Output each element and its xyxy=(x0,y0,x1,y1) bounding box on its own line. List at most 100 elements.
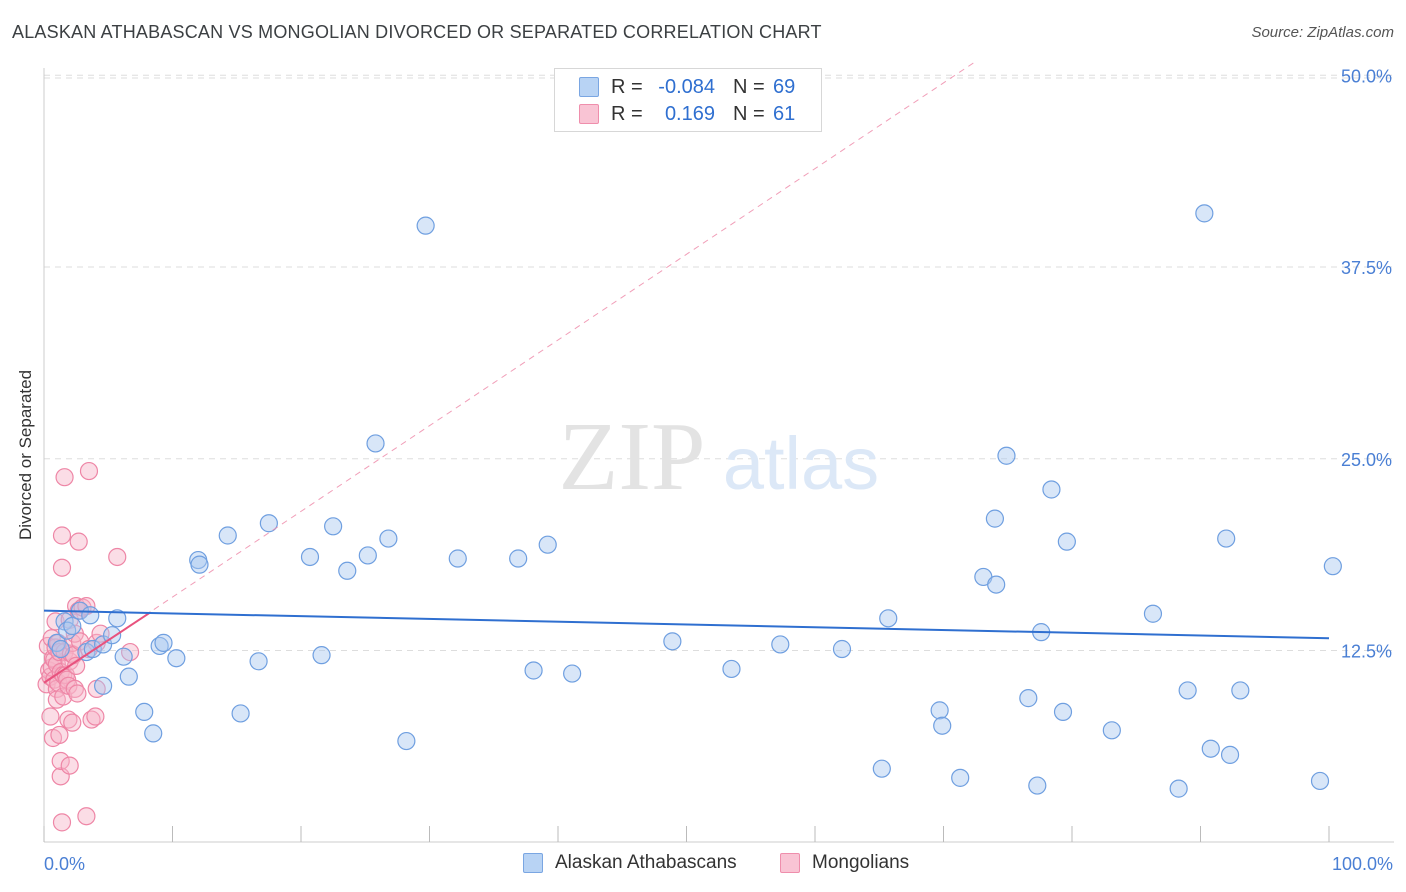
x-tick-label: 100.0% xyxy=(1332,854,1393,874)
mongolian-point xyxy=(67,656,86,675)
athabascan-point xyxy=(144,724,163,743)
athabascan-point xyxy=(832,639,852,659)
mongolian-point xyxy=(51,751,70,771)
y-tick-label: 37.5% xyxy=(1341,258,1392,278)
athabascan-point xyxy=(987,575,1006,594)
athabascan-point xyxy=(366,434,385,453)
athabascan-point xyxy=(1143,604,1163,623)
x-tick-label: 0.0% xyxy=(44,854,85,874)
legend-n-label: N = xyxy=(733,102,765,125)
athabascan-point xyxy=(1057,532,1076,551)
athabascan-point xyxy=(218,526,237,545)
athabascan-point xyxy=(108,609,127,628)
mongolian-point xyxy=(77,807,96,826)
athabascan-point xyxy=(94,676,113,695)
athabascan-point xyxy=(1102,721,1121,740)
y-tick-label: 12.5% xyxy=(1341,642,1392,662)
legend-r-label: R = xyxy=(611,75,643,98)
athabascan-point xyxy=(930,701,949,720)
watermark: ZIP atlas xyxy=(559,403,880,511)
bottom-legend-athabascan: Alaskan Athabascans xyxy=(523,852,737,874)
mongolian-point xyxy=(68,684,87,703)
legend-n-label: N = xyxy=(733,75,765,98)
athabascan-point xyxy=(1220,745,1240,764)
legend-n-value: 69 xyxy=(773,75,796,98)
athabascan-point xyxy=(663,632,682,651)
mongolian-point xyxy=(91,624,110,643)
athabascan-point xyxy=(190,555,209,574)
athabascan-point xyxy=(872,759,891,778)
athabascan-point xyxy=(524,661,543,680)
athabascan-point xyxy=(448,549,467,568)
athabascan-point xyxy=(324,517,343,536)
legend-swatch-pink xyxy=(579,104,599,124)
mongolian-point xyxy=(52,813,72,832)
source-label: Source: ZipAtlas.com xyxy=(1251,24,1394,41)
athabascan-point xyxy=(771,635,790,654)
athabascan-point xyxy=(1053,702,1073,722)
y-tick-label: 50.0% xyxy=(1341,66,1392,86)
athabascan-point xyxy=(338,561,357,580)
mongolian-point xyxy=(55,468,74,487)
athabascan-point xyxy=(167,649,186,668)
athabascan-point xyxy=(1169,779,1188,798)
y-axis-label: Divorced or Separated xyxy=(16,369,35,541)
legend-row-mongolian: R = 0.169 N = 61 xyxy=(579,101,795,127)
mongolian-point xyxy=(52,558,72,577)
athabascan-point xyxy=(1042,480,1061,499)
bottom-legend-swatch-pink xyxy=(780,853,800,873)
mongolian-point xyxy=(69,532,88,551)
mongolian-trend-extrapolation xyxy=(43,61,976,684)
athabascan-point xyxy=(231,704,250,723)
athabascan-point xyxy=(63,616,82,636)
athabascan-point xyxy=(397,731,416,751)
athabascan-point xyxy=(1201,739,1220,758)
legend-n-value: 61 xyxy=(773,102,796,125)
athabascan-point xyxy=(722,659,741,679)
legend-r-value: -0.084 xyxy=(658,75,715,98)
athabascan-point xyxy=(1217,529,1236,548)
legend-row-athabascan: R = -0.084 N = 69 xyxy=(579,74,795,100)
tick-labels: 12.5% 25.0% 37.5% 50.0% 0.0% 100.0% xyxy=(44,66,1393,874)
chart-title: ALASKAN ATHABASCAN VS MONGOLIAN DIVORCED… xyxy=(12,22,822,42)
athabascan-point xyxy=(1231,681,1250,700)
athabascan-point xyxy=(879,609,898,628)
bottom-legend-label: Alaskan Athabascans xyxy=(555,852,737,873)
axes xyxy=(43,68,1394,843)
athabascan-point xyxy=(1028,776,1047,795)
athabascan-point xyxy=(997,446,1016,465)
trend-lines xyxy=(43,61,1330,684)
athabascan-point xyxy=(1019,689,1038,708)
y-tick-label: 25.0% xyxy=(1341,450,1392,470)
athabascan-points xyxy=(47,204,1342,798)
athabascan-point xyxy=(509,549,528,568)
watermark-zip: ZIP xyxy=(559,403,706,511)
mongolian-point xyxy=(120,642,140,662)
athabascan-point xyxy=(416,216,435,235)
mongolian-trend-line xyxy=(43,611,152,684)
athabascan-point xyxy=(933,716,952,735)
athabascan-point xyxy=(1310,771,1330,791)
mongolian-point xyxy=(60,756,79,775)
athabascan-point xyxy=(951,768,970,787)
legend-r-value: 0.169 xyxy=(664,102,715,125)
athabascan-point xyxy=(379,529,398,548)
athabascan-point xyxy=(114,647,133,666)
athabascan-point xyxy=(1323,557,1342,576)
athabascan-point xyxy=(154,633,173,652)
mongolian-point xyxy=(79,461,99,481)
athabascan-point xyxy=(259,514,278,533)
athabascan-point xyxy=(563,664,582,683)
mongolian-point xyxy=(77,596,96,616)
legend-swatch-blue xyxy=(579,77,599,97)
mongolian-point xyxy=(63,713,82,732)
athabascan-point xyxy=(1178,681,1197,700)
mongolian-point xyxy=(108,547,127,567)
athabascan-point xyxy=(249,652,268,671)
athabascan-point xyxy=(1195,204,1214,223)
athabascan-point xyxy=(119,667,138,686)
mongolian-point xyxy=(50,725,69,745)
athabascan-point xyxy=(538,535,557,554)
athabascan-point xyxy=(300,547,320,567)
